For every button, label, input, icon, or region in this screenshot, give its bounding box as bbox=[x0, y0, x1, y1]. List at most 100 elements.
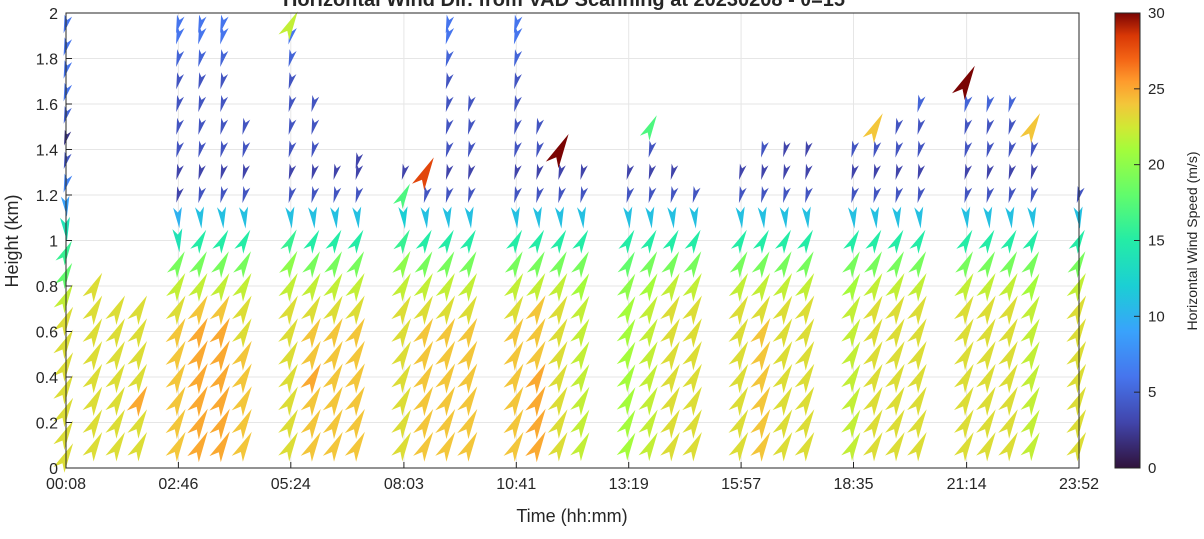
wind-arrow bbox=[352, 206, 362, 229]
wind-arrow bbox=[242, 117, 251, 135]
wind-arrow bbox=[751, 251, 770, 278]
wind-arrow bbox=[288, 140, 297, 158]
wind-arrow bbox=[998, 386, 1018, 416]
wind-arrow bbox=[53, 329, 74, 360]
wind-arrow bbox=[554, 206, 564, 229]
wind-arrow bbox=[638, 273, 658, 302]
y-tick-label: 0.8 bbox=[36, 279, 58, 296]
wind-arrow bbox=[355, 186, 364, 204]
wind-arrow bbox=[616, 387, 636, 416]
wind-arrow bbox=[311, 140, 320, 158]
wind-arrow bbox=[728, 318, 749, 348]
wind-arrow bbox=[761, 186, 769, 204]
y-tick-label: 1.2 bbox=[36, 188, 58, 205]
wind-arrow bbox=[954, 273, 974, 302]
wind-arrow bbox=[234, 229, 251, 254]
wind-arrow bbox=[301, 295, 321, 325]
wind-arrow bbox=[165, 363, 186, 394]
wind-arrow bbox=[514, 163, 522, 180]
wind-arrow bbox=[504, 273, 524, 302]
wind-arrow bbox=[864, 251, 882, 278]
wind-arrow bbox=[165, 340, 186, 371]
x-tick-label: 02:46 bbox=[158, 476, 198, 493]
wind-arrow bbox=[998, 295, 1018, 325]
wind-arrow bbox=[278, 273, 298, 302]
wind-arrow bbox=[638, 364, 658, 393]
x-tick-label: 05:24 bbox=[271, 476, 311, 493]
wind-arrow bbox=[660, 318, 680, 348]
wind-arrow bbox=[976, 363, 996, 394]
wind-arrow bbox=[53, 284, 73, 314]
wind-arrow bbox=[841, 386, 861, 416]
wind-arrow bbox=[873, 140, 882, 158]
wind-arrow bbox=[728, 273, 748, 302]
wind-arrow bbox=[986, 186, 995, 204]
wind-arrow bbox=[952, 65, 975, 101]
wind-arrow bbox=[514, 49, 523, 67]
wind-arrow bbox=[862, 113, 883, 144]
wind-arrow bbox=[176, 140, 184, 158]
colorbar-tick-label: 0 bbox=[1148, 460, 1156, 477]
wind-arrow bbox=[873, 186, 882, 204]
wind-arrow bbox=[976, 386, 996, 416]
wind-arrow bbox=[1030, 186, 1039, 204]
wind-arrow bbox=[285, 206, 295, 229]
wind-arrow bbox=[570, 364, 590, 393]
wind-arrow bbox=[570, 341, 590, 371]
colorbar-ticks: 0 5 10 15 20 25 30 bbox=[1134, 5, 1165, 477]
wind-arrow bbox=[873, 163, 881, 180]
wind-arrow bbox=[954, 318, 974, 348]
wind-arrow bbox=[682, 386, 702, 416]
wind-arrow bbox=[863, 341, 883, 371]
wind-arrow bbox=[794, 295, 815, 325]
wind-arrow bbox=[212, 229, 229, 254]
wind-arrow bbox=[863, 318, 883, 348]
wind-arrow bbox=[187, 385, 208, 417]
wind-arrow bbox=[887, 229, 904, 254]
wind-arrow bbox=[682, 273, 702, 302]
x-tick-label: 13:19 bbox=[609, 476, 649, 493]
wind-arrow bbox=[851, 140, 860, 158]
wind-arrow bbox=[907, 318, 927, 348]
wind-arrow bbox=[209, 431, 230, 463]
wind-arrow bbox=[885, 432, 905, 462]
wind-arrow bbox=[209, 363, 230, 394]
wind-arrow bbox=[288, 95, 297, 113]
wind-arrow bbox=[82, 318, 103, 348]
wind-arrow bbox=[210, 273, 230, 302]
wind-arrow bbox=[841, 409, 861, 439]
x-tick-label: 18:35 bbox=[833, 476, 873, 493]
wind-arrow bbox=[187, 340, 208, 372]
wind-arrow bbox=[750, 431, 771, 462]
wind-arrow bbox=[1008, 117, 1017, 135]
wind-arrow bbox=[413, 431, 434, 462]
wind-arrow bbox=[445, 26, 455, 45]
wind-arrow bbox=[322, 431, 343, 462]
wind-arrow bbox=[344, 408, 365, 440]
wind-arrow bbox=[300, 317, 321, 349]
wind-arrow bbox=[1020, 295, 1040, 325]
wind-arrow bbox=[783, 140, 791, 158]
wind-arrow bbox=[413, 408, 434, 440]
wind-arrow bbox=[954, 386, 974, 416]
wind-arrow bbox=[457, 386, 478, 417]
wind-arrow bbox=[445, 163, 454, 180]
y-tick-label: 1.4 bbox=[36, 143, 58, 160]
wind-arrow bbox=[728, 363, 749, 394]
wind-arrow bbox=[176, 72, 184, 90]
wind-arrows bbox=[53, 11, 1087, 473]
wind-arrow bbox=[964, 163, 972, 180]
wind-arrow bbox=[907, 386, 927, 416]
wind-arrow bbox=[986, 140, 995, 158]
wind-arrow bbox=[198, 14, 207, 34]
wind-arrow bbox=[435, 340, 456, 371]
wind-arrow bbox=[288, 72, 297, 90]
wind-arrow bbox=[917, 140, 926, 158]
wind-arrow bbox=[435, 386, 456, 417]
wind-arrow bbox=[907, 273, 927, 302]
wind-arrow bbox=[772, 318, 793, 348]
wind-arrow bbox=[503, 386, 524, 417]
wind-arrow bbox=[220, 163, 228, 180]
wind-arrow bbox=[176, 117, 184, 135]
colorbar-tick-label: 15 bbox=[1148, 233, 1165, 250]
